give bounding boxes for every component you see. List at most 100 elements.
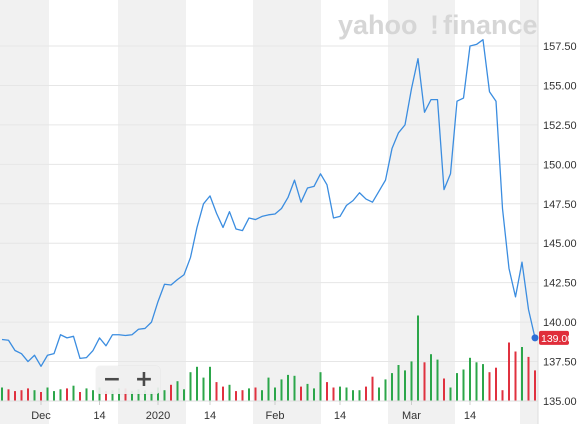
volume-bar bbox=[384, 379, 387, 401]
volume-bar bbox=[488, 372, 491, 401]
volume-bar bbox=[40, 392, 42, 401]
volume-bar bbox=[27, 388, 29, 401]
y-tick-label: 157.50 bbox=[543, 41, 577, 53]
x-tick-label: 14 bbox=[93, 410, 105, 422]
y-tick-label: 135.00 bbox=[543, 396, 577, 408]
y-tick-label: 152.50 bbox=[543, 120, 577, 132]
x-tick-label: 2020 bbox=[146, 410, 170, 422]
volume-bar bbox=[222, 386, 224, 401]
volume-bar bbox=[423, 362, 426, 401]
volume-bar bbox=[105, 391, 107, 401]
x-axis-ticks: Dec 14 2020 14 Feb 14 Mar 14 bbox=[31, 401, 476, 422]
volume-bar bbox=[124, 388, 127, 401]
volume-bar bbox=[514, 351, 517, 401]
volume-bar bbox=[365, 386, 367, 401]
volume-bar bbox=[170, 384, 172, 401]
volume-bar bbox=[267, 377, 270, 401]
volume-bar bbox=[111, 390, 114, 401]
volume-bar bbox=[1, 387, 3, 401]
volume-bar bbox=[501, 390, 504, 401]
volume-bar bbox=[456, 373, 458, 401]
logo-yahoo-text: yahoo bbox=[338, 10, 418, 40]
volume-bar bbox=[150, 392, 153, 401]
y-tick-label: 140.00 bbox=[543, 317, 577, 329]
volume-bar bbox=[404, 370, 406, 401]
y-tick-label: 142.50 bbox=[543, 278, 577, 290]
volume-bar bbox=[358, 390, 361, 401]
volume-bar bbox=[352, 390, 354, 401]
zoom-in-button[interactable]: + bbox=[134, 367, 154, 392]
volume-bar bbox=[33, 390, 36, 401]
volume-bar bbox=[326, 382, 328, 401]
y-tick-label: 145.00 bbox=[543, 238, 577, 250]
background-band bbox=[388, 0, 455, 424]
background-band bbox=[253, 0, 321, 424]
volume-bar bbox=[443, 378, 445, 401]
volume-bar bbox=[163, 390, 166, 401]
y-tick-label: 137.50 bbox=[543, 357, 577, 369]
volume-bar bbox=[391, 373, 393, 401]
volume-bar bbox=[280, 379, 283, 401]
logo-finance-text: finance bbox=[443, 10, 538, 40]
x-tick-label: Feb bbox=[266, 410, 285, 422]
zoom-control: − + bbox=[96, 366, 160, 394]
x-tick-label: 14 bbox=[464, 410, 476, 422]
background-band bbox=[118, 0, 186, 424]
last-price-label: 139.00 bbox=[541, 333, 573, 345]
volume-bar bbox=[202, 377, 205, 401]
volume-bar bbox=[215, 382, 218, 401]
volume-bar bbox=[313, 388, 315, 401]
volume-bar bbox=[92, 390, 94, 401]
volume-bar bbox=[521, 347, 523, 401]
volume-bar bbox=[300, 386, 302, 401]
last-price-badge bbox=[539, 330, 569, 345]
volume-bar bbox=[449, 387, 452, 401]
volume-bar bbox=[209, 366, 211, 401]
volume-bar bbox=[319, 372, 322, 401]
volume-bar bbox=[144, 390, 146, 401]
volume-bar bbox=[228, 384, 231, 401]
volume-bar bbox=[508, 342, 510, 401]
volume-bar bbox=[98, 387, 101, 401]
volume-bar bbox=[14, 391, 16, 401]
volume-bar bbox=[462, 369, 465, 401]
volume-bar bbox=[118, 388, 120, 401]
volume-bar bbox=[527, 356, 530, 401]
volume-bar bbox=[397, 365, 400, 401]
volume-bar bbox=[287, 374, 289, 401]
volume-bar bbox=[306, 383, 309, 401]
volume-bar bbox=[482, 364, 484, 401]
last-price-dot bbox=[531, 334, 539, 342]
volume-bar bbox=[137, 389, 140, 401]
volume-bar bbox=[417, 315, 419, 401]
volume-bar bbox=[378, 387, 380, 401]
y-tick-label: 147.50 bbox=[543, 199, 577, 211]
zoom-out-button[interactable]: − bbox=[102, 367, 122, 392]
logo-slash-text: ! bbox=[430, 10, 439, 40]
volume-bar bbox=[293, 375, 296, 401]
volume-bar bbox=[495, 367, 497, 401]
volume-bar bbox=[20, 390, 23, 401]
volume-bar bbox=[53, 391, 55, 401]
x-tick-label: 14 bbox=[334, 410, 346, 422]
background-band bbox=[520, 0, 538, 424]
background-band bbox=[0, 0, 49, 424]
volume-bar bbox=[189, 372, 192, 401]
volume-bar bbox=[254, 387, 257, 401]
alternating-month-bands bbox=[0, 0, 538, 424]
y-tick-label: 155.00 bbox=[543, 80, 577, 92]
volume-bar bbox=[131, 391, 133, 401]
price-line[interactable] bbox=[1, 39, 536, 367]
volume-bar bbox=[261, 390, 263, 401]
volume-bar bbox=[475, 362, 478, 401]
volume-bar bbox=[66, 388, 68, 401]
volume-bar bbox=[469, 357, 471, 401]
volume-bar bbox=[248, 388, 250, 401]
volume-bar bbox=[345, 387, 348, 401]
volume-bar bbox=[46, 387, 49, 401]
volume-bar bbox=[176, 381, 179, 401]
x-tick-label: Mar bbox=[402, 410, 421, 422]
volume-bar bbox=[430, 354, 432, 401]
